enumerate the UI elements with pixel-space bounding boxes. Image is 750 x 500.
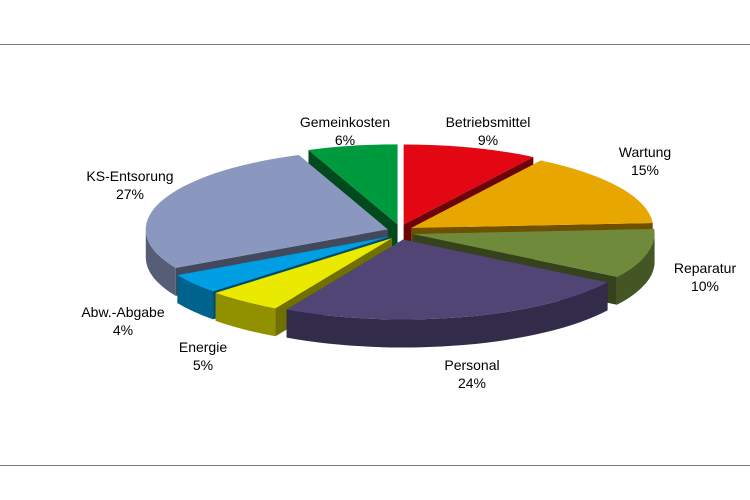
- bottom-rule: [0, 465, 750, 466]
- slice-value-ks-entsorung: 27%: [116, 186, 144, 202]
- slice-reparatur-top: [412, 228, 655, 277]
- slice-abw-abgabe-top: [177, 236, 390, 292]
- slice-ks-entsorung-rim: [145, 229, 176, 296]
- slice-abw-abgabe-cut-face: [177, 236, 390, 304]
- slice-label-personal: Personal: [444, 357, 499, 373]
- slice-label-reparatur: Reparatur: [674, 260, 737, 276]
- slice-value-betriebsmittel: 9%: [478, 132, 498, 148]
- slice-label-wartung: Wartung: [619, 144, 671, 160]
- slice-betriebsmittel-top: [403, 144, 534, 225]
- slice-energie-rim: [215, 292, 276, 337]
- slice-label-energie: Energie: [179, 339, 227, 355]
- slice-label-gemeinkosten: Gemeinkosten: [300, 114, 390, 130]
- slice-personal-top: [286, 239, 608, 320]
- slice-label-abw-abgabe: Abw.-Abgabe: [81, 304, 164, 320]
- slice-value-gemeinkosten: 6%: [335, 132, 355, 148]
- slice-value-personal: 24%: [458, 375, 486, 391]
- top-rule: [0, 44, 750, 45]
- slice-wartung-top: [411, 160, 653, 229]
- slice-label-ks-entsorung: KS-Entsorung: [86, 168, 173, 184]
- slice-value-abw-abgabe: 4%: [113, 322, 133, 338]
- slice-value-wartung: 15%: [631, 162, 659, 178]
- slice-energie-top: [215, 238, 393, 309]
- slice-label-betriebsmittel: Betriebsmittel: [446, 114, 531, 130]
- slices-layer: [145, 144, 655, 348]
- labels-layer: Betriebsmittel 9% Wartung 15% Reparatur 10% Pe…: [81, 114, 736, 391]
- slice-ks-entsorung-top: [145, 154, 388, 268]
- slice-reparatur-rim: [616, 233, 655, 305]
- slice-value-reparatur: 10%: [691, 278, 719, 294]
- slice-value-energie: 5%: [193, 357, 213, 373]
- slice-abw-abgabe-rim: [177, 275, 214, 320]
- slice-gemeinkosten-top: [308, 144, 398, 225]
- slice-personal: [286, 239, 608, 348]
- slice-personal-rim: [286, 282, 608, 348]
